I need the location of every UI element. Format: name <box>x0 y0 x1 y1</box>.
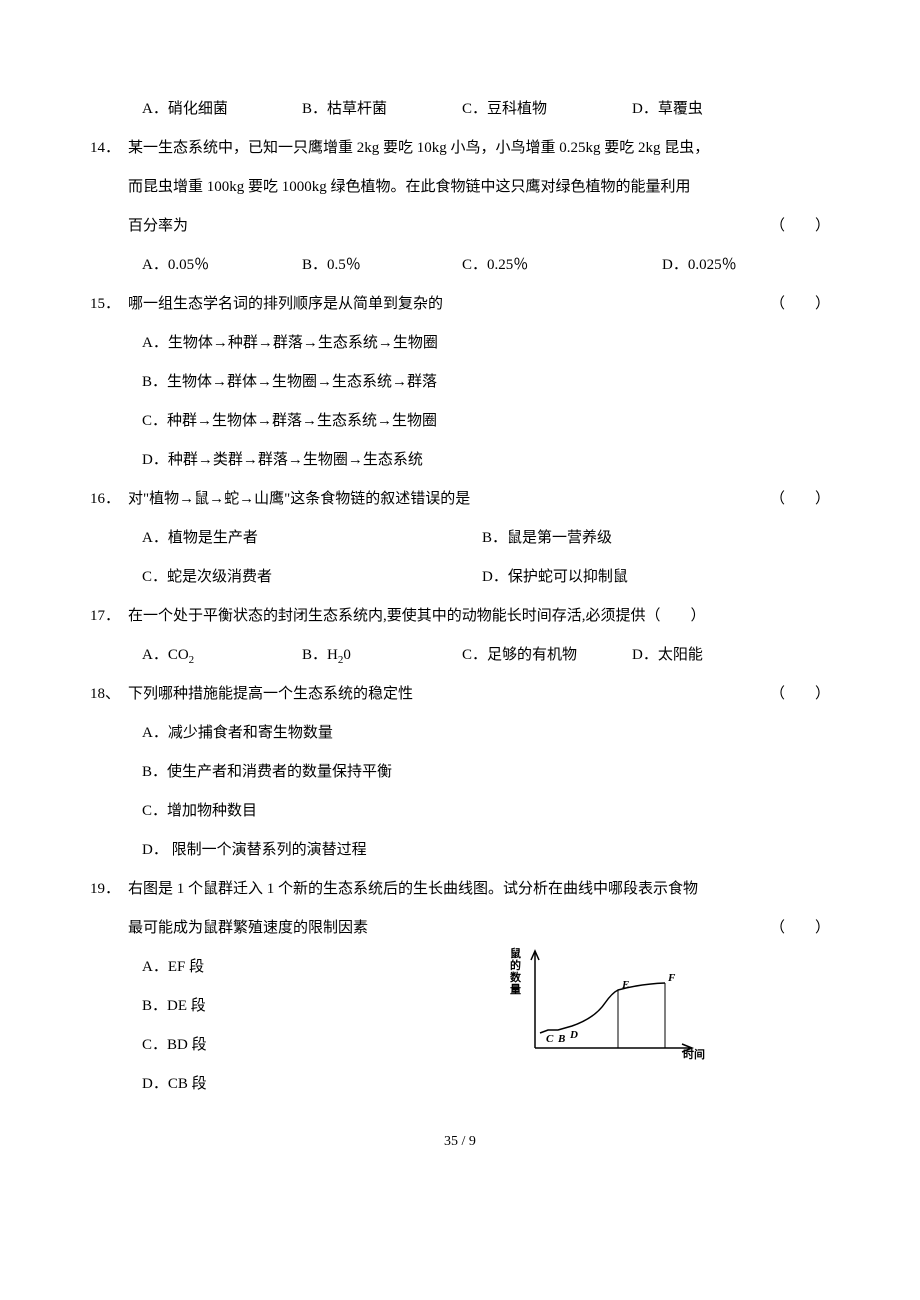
q18: 18、 下列哪种措施能提高一个生态系统的稳定性 （ ） <box>90 675 830 714</box>
q13-option-d: D．草覆虫 <box>632 90 792 129</box>
q18-option-d: D． 限制一个演替系列的演替过程 <box>90 831 830 870</box>
q16-option-a: A．植物是生产者 <box>142 519 482 558</box>
chart-ylabel: 鼠的数量 <box>510 948 524 996</box>
q17: 17． 在一个处于平衡状态的封闭生态系统内,要使其中的动物能长时间存活,必须提供… <box>90 597 830 636</box>
q18-paren: （ ） <box>770 675 830 714</box>
q15-option-a: A．生物体→种群→群落→生态系统→生物圈 <box>90 324 830 363</box>
q15-option-b: B．生物体→群体→生物圈→生态系统→群落 <box>90 363 830 402</box>
q15-number: 15． <box>90 285 128 324</box>
q14-text-line3: 百分率为 <box>128 218 188 234</box>
q19-body: A．EF 段 B．DE 段 C．BD 段 D．CB 段 鼠的数量 C B D E… <box>90 948 830 1104</box>
q19-number: 19． <box>90 870 128 909</box>
point-d-label: D <box>569 1029 578 1041</box>
q13-option-c: C．豆科植物 <box>462 90 632 129</box>
q14-option-b: B．0.5％ <box>302 246 462 285</box>
point-b-label: B <box>557 1033 565 1045</box>
q14-number: 14． <box>90 129 128 168</box>
q17-text: 在一个处于平衡状态的封闭生态系统内,要使其中的动物能长时间存活,必须提供（ ） <box>128 597 830 636</box>
q17-option-c: C．足够的有机物 <box>462 636 632 675</box>
q19-option-a: A．EF 段 <box>90 948 830 987</box>
q14: 14． 某一生态系统中，已知一只鹰增重 2kg 要吃 10kg 小鸟，小鸟增重 … <box>90 129 830 168</box>
point-e-label: E <box>621 979 629 991</box>
point-c-label: C <box>546 1033 554 1045</box>
q13-option-b: B．枯草杆菌 <box>302 90 462 129</box>
q16-option-d: D．保护蛇可以抑制鼠 <box>482 558 830 597</box>
q13-options: A．硝化细菌 B．枯草杆菌 C．豆科植物 D．草覆虫 <box>90 90 830 129</box>
q14-options: A．0.05％ B．0.5％ C．0.25％ D．0.025％ <box>90 246 830 285</box>
q19-option-d: D．CB 段 <box>90 1065 830 1104</box>
q15-option-c: C．种群→生物体→群落→生态系统→生物圈 <box>90 402 830 441</box>
q18-number: 18、 <box>90 675 128 714</box>
q18-option-c: C．增加物种数目 <box>90 792 830 831</box>
q14-text-line1: 某一生态系统中，已知一只鹰增重 2kg 要吃 10kg 小鸟，小鸟增重 0.25… <box>128 129 830 168</box>
q19-text-line2: 最可能成为鼠群繁殖速度的限制因素 <box>128 920 368 936</box>
q14-text-line2: 而昆虫增重 100kg 要吃 1000kg 绿色植物。在此食物链中这只鹰对绿色植… <box>90 168 830 207</box>
q16: 16． 对"植物→鼠→蛇→山鹰"这条食物链的叙述错误的是 （ ） <box>90 480 830 519</box>
q19-text: 右图是 1 个鼠群迁入 1 个新的生态系统后的生长曲线图。试分析在曲线中哪段表示… <box>128 870 830 909</box>
q16-option-b: B．鼠是第一营养级 <box>482 519 830 558</box>
q17-number: 17． <box>90 597 128 636</box>
growth-curve <box>540 983 665 1033</box>
q14-option-a: A．0.05％ <box>142 246 302 285</box>
q16-number: 16． <box>90 480 128 519</box>
q15-text: 哪一组生态学名词的排列顺序是从简单到复杂的 <box>128 285 830 324</box>
q14-option-d: D．0.025％ <box>662 246 822 285</box>
q17-option-a: A．CO2 <box>142 636 302 675</box>
q16-options-row2: C．蛇是次级消费者 D．保护蛇可以抑制鼠 <box>90 558 830 597</box>
q15: 15． 哪一组生态学名词的排列顺序是从简单到复杂的 （ ） <box>90 285 830 324</box>
q17-option-b: B．H20 <box>302 636 462 675</box>
q14-paren: （ ） <box>770 207 830 246</box>
q15-option-d: D．种群→类群→群落→生物圈→生态系统 <box>90 441 830 480</box>
growth-curve-svg: C B D E F <box>510 948 710 1068</box>
q16-paren: （ ） <box>770 480 830 519</box>
q19-option-b: B．DE 段 <box>90 987 830 1026</box>
page-number: 35 / 9 <box>90 1124 830 1160</box>
q17-options: A．CO2 B．H20 C．足够的有机物 D．太阳能 <box>90 636 830 675</box>
q19-chart: 鼠的数量 C B D E F 时间 <box>510 948 710 1078</box>
q18-text: 下列哪种措施能提高一个生态系统的稳定性 <box>128 675 830 714</box>
q13-option-a: A．硝化细菌 <box>142 90 302 129</box>
q18-option-a: A．减少捕食者和寄生物数量 <box>90 714 830 753</box>
chart-xlabel: 时间 <box>683 1041 705 1070</box>
q18-option-b: B．使生产者和消费者的数量保持平衡 <box>90 753 830 792</box>
q19-paren: （ ） <box>770 909 830 948</box>
q15-paren: （ ） <box>770 285 830 324</box>
q19-text-line2-row: 最可能成为鼠群繁殖速度的限制因素 （ ） <box>90 909 830 948</box>
q14-option-c: C．0.25％ <box>462 246 662 285</box>
q19-option-c: C．BD 段 <box>90 1026 830 1065</box>
q19: 19． 右图是 1 个鼠群迁入 1 个新的生态系统后的生长曲线图。试分析在曲线中… <box>90 870 830 909</box>
q16-options-row1: A．植物是生产者 B．鼠是第一营养级 <box>90 519 830 558</box>
q14-text-line3-row: 百分率为 （ ） <box>90 207 830 246</box>
q16-text: 对"植物→鼠→蛇→山鹰"这条食物链的叙述错误的是 <box>128 480 830 519</box>
point-f-label: F <box>667 972 676 984</box>
q17-option-d: D．太阳能 <box>632 636 792 675</box>
q16-option-c: C．蛇是次级消费者 <box>142 558 482 597</box>
